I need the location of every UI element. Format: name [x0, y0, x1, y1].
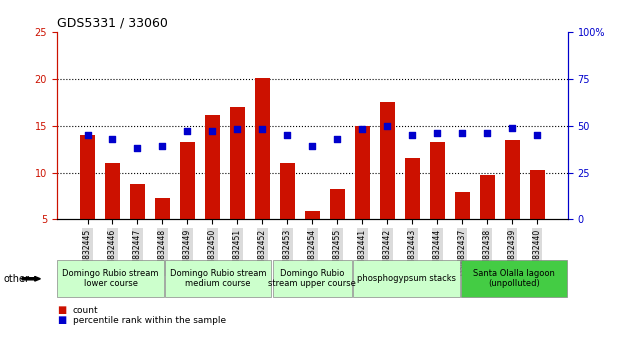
Point — [507, 125, 517, 130]
Text: ■: ■ — [57, 315, 66, 325]
Bar — [280, 163, 295, 219]
Bar — [130, 184, 145, 219]
Point — [107, 136, 117, 142]
Text: Domingo Rubio stream
medium course: Domingo Rubio stream medium course — [170, 269, 266, 289]
Point — [482, 130, 492, 136]
Bar — [330, 189, 345, 219]
Bar — [355, 126, 370, 219]
Bar — [155, 198, 170, 219]
Bar — [205, 115, 220, 219]
Point — [407, 132, 417, 138]
Point — [333, 136, 343, 142]
Point — [282, 132, 292, 138]
Bar — [455, 192, 469, 219]
Point — [208, 129, 218, 134]
Bar — [529, 170, 545, 219]
Bar — [505, 140, 520, 219]
Text: Domingo Rubio
stream upper course: Domingo Rubio stream upper course — [268, 269, 357, 289]
Bar — [430, 142, 445, 219]
Point — [232, 127, 242, 132]
Point — [133, 145, 143, 151]
Text: count: count — [73, 306, 98, 315]
Bar — [404, 158, 420, 219]
Point — [457, 130, 468, 136]
Text: other: other — [3, 274, 29, 284]
Point — [432, 130, 442, 136]
Bar — [255, 78, 270, 219]
Bar — [230, 107, 245, 219]
Text: GDS5331 / 33060: GDS5331 / 33060 — [57, 16, 168, 29]
Bar — [480, 175, 495, 219]
Text: Santa Olalla lagoon
(unpolluted): Santa Olalla lagoon (unpolluted) — [473, 269, 555, 289]
Point — [382, 123, 392, 129]
Point — [182, 129, 192, 134]
Bar — [380, 102, 395, 219]
Point — [83, 132, 93, 138]
Bar — [180, 142, 195, 219]
Point — [157, 143, 167, 149]
Point — [357, 127, 367, 132]
Point — [532, 132, 542, 138]
Bar — [80, 135, 95, 219]
Text: phosphogypsum stacks: phosphogypsum stacks — [357, 274, 456, 283]
Text: percentile rank within the sample: percentile rank within the sample — [73, 316, 226, 325]
Bar — [305, 211, 320, 219]
Text: Domingo Rubio stream
lower course: Domingo Rubio stream lower course — [62, 269, 159, 289]
Bar — [105, 163, 120, 219]
Text: ■: ■ — [57, 306, 66, 315]
Point — [257, 127, 268, 132]
Point — [307, 143, 317, 149]
